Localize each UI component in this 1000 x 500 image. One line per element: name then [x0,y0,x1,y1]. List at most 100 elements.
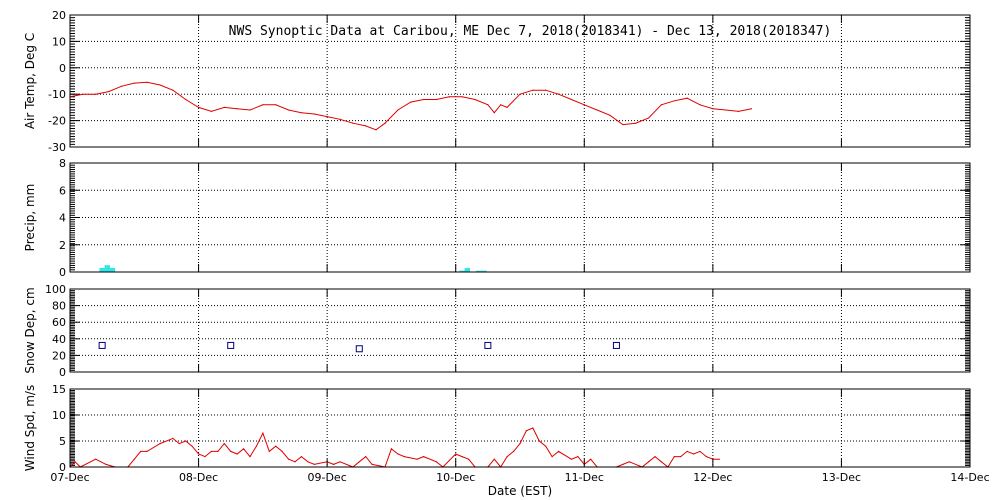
wind-point [699,450,701,452]
x-tick-label: 09-Dec [308,471,347,484]
temp-point [609,114,611,116]
wind-point [525,430,528,432]
temp-point [223,106,225,108]
wind-point [390,448,393,450]
wind-point [332,463,335,465]
wind-point [300,456,303,458]
wind-point [307,461,309,463]
wind-point [512,450,515,452]
wind-frame [69,388,971,468]
temp-point [635,122,637,124]
wind-panel: 15 10 5 0 Wind Spd, m/s 07-Dec 08-Dec 09-Dec 10-… [23,383,990,498]
wind-point [506,456,508,458]
temp-point [622,123,624,126]
wind-point [397,453,399,455]
y-tick-label: 10 [52,35,66,48]
snow-ylabel: Snow Dep, cm [23,287,37,373]
temp-point [500,104,502,106]
temp-point [249,109,251,111]
temp-point [300,112,303,114]
y-tick-label: 6 [59,184,66,197]
wind-point [660,461,663,463]
wind-series-line [69,427,720,468]
temp-series-line [69,81,752,131]
temp-point [352,122,354,124]
wind-point [204,456,206,458]
y-tick-label: 100 [45,283,66,296]
y-tick-label: -20 [48,115,66,128]
wind-point [532,427,534,429]
y-tick-label: 0 [59,62,66,75]
snow-frame [69,288,971,373]
y-tick-label: 5 [59,435,66,448]
wind-point [545,445,547,447]
wind-point [287,458,290,460]
snow-depth-marker [355,345,363,353]
y-tick-label: 2 [59,239,66,252]
y-tick-label: 0 [59,461,66,474]
temp-point [519,93,521,95]
wind-point [133,458,135,460]
wind-point [178,443,180,445]
y-tick-label: 15 [52,383,66,396]
precip-bar [109,267,116,272]
wind-point [718,458,720,460]
wind-point [622,463,624,465]
precip-bar [99,267,105,272]
y-tick-label: 0 [59,366,66,379]
wind-point [249,456,251,458]
wind-point [105,463,107,465]
y-tick-label: 80 [52,300,66,313]
wind-point [590,458,592,460]
wind-point [172,437,174,439]
wind-point [647,461,650,463]
temp-point [365,125,367,127]
wind-point [705,456,708,458]
y-tick-label: -30 [48,141,66,154]
temp-point [750,108,753,110]
wind-point [673,456,675,458]
snow-depth-marker [98,341,106,349]
temp-point [120,85,123,87]
temp-point [570,98,573,101]
snow-panel: 100 80 60 40 20 0 Snow Dep, cm [23,283,971,379]
wind-point [654,456,656,458]
precip-bar [464,267,470,272]
temp-point [448,96,450,98]
y-tick-label: 8 [59,157,66,170]
wind-point [217,450,219,452]
wind-point [191,445,193,447]
wind-point [358,461,360,463]
temp-point [172,89,174,91]
temp-point [82,93,84,95]
temp-point [422,98,425,101]
temp-point [410,101,412,103]
temp-point [493,112,495,114]
wind-point [422,456,425,458]
y-tick-label: 20 [52,9,66,22]
temp-point [107,90,110,93]
temp-point [557,93,560,95]
wind-point [275,445,277,447]
temp-ylabel: Air Temp, Deg C [23,33,37,129]
temp-panel: 20 10 0 -10 -20 -30 Air Temp, Deg C [23,9,971,154]
y-tick-label: 0 [59,266,66,279]
temp-point [133,82,135,84]
temp-point [210,110,213,112]
precip-bar [104,265,110,272]
x-tick-label: 10-Dec [436,471,475,484]
x-tick-label: 14-Dec [950,471,989,484]
temp-point [545,89,547,91]
wind-point [74,461,76,463]
wind-point [519,443,521,445]
wind-point [146,450,148,452]
temp-point [313,113,315,115]
temp-point [159,84,161,86]
temp-point [185,98,187,101]
wind-point [403,456,405,458]
temp-point [712,108,714,110]
x-tick-label: 11-Dec [565,471,604,484]
wind-point [365,456,367,458]
temp-point [262,104,264,106]
wind-point [577,456,579,458]
